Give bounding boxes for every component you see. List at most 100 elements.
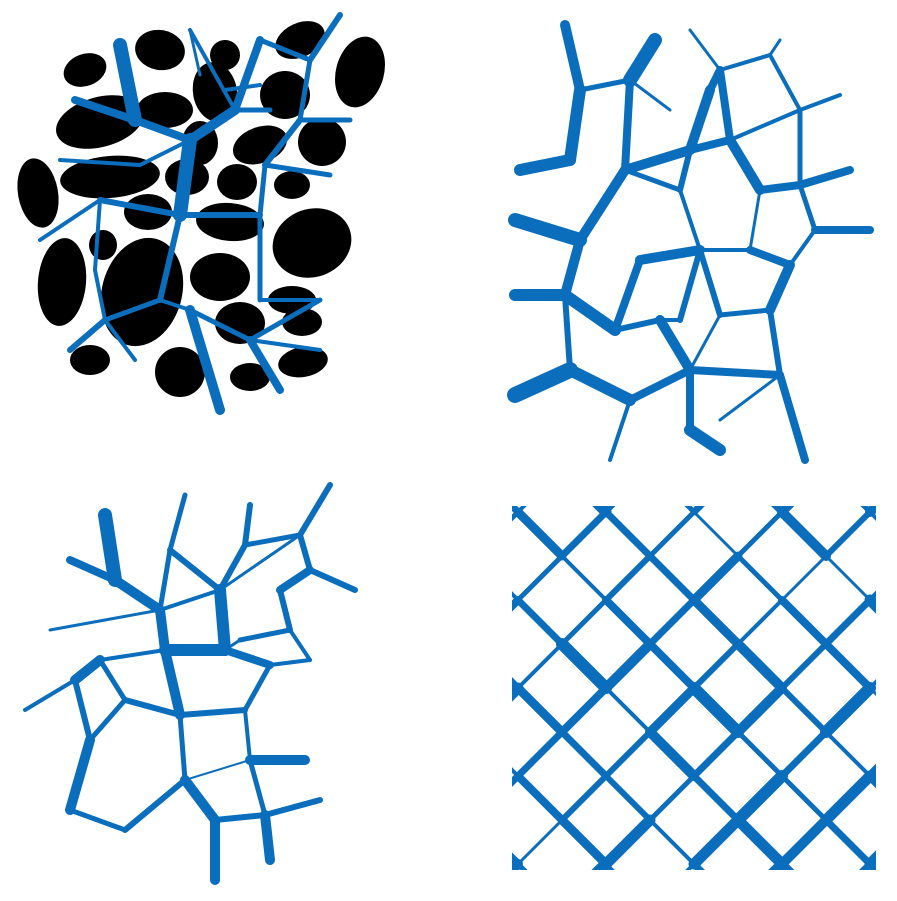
throat bbox=[686, 136, 734, 154]
throat bbox=[557, 815, 611, 869]
throat bbox=[23, 678, 77, 712]
throat bbox=[562, 424, 606, 468]
throat bbox=[514, 772, 566, 824]
throat bbox=[48, 608, 162, 632]
throat bbox=[868, 679, 876, 690]
throat bbox=[748, 188, 762, 252]
throat bbox=[777, 815, 831, 869]
throat bbox=[167, 492, 188, 553]
throat bbox=[167, 547, 223, 593]
throat bbox=[155, 605, 170, 655]
throat bbox=[768, 858, 788, 870]
throat bbox=[513, 507, 567, 561]
throat bbox=[777, 859, 795, 870]
throat bbox=[223, 83, 262, 92]
throat bbox=[692, 510, 740, 558]
throat bbox=[620, 145, 695, 175]
throat bbox=[512, 852, 522, 868]
throat bbox=[768, 38, 782, 57]
throat bbox=[688, 313, 722, 372]
grain bbox=[230, 363, 270, 391]
throat bbox=[647, 773, 697, 823]
throat bbox=[691, 641, 741, 691]
throat bbox=[592, 506, 612, 518]
grain bbox=[137, 92, 193, 128]
throat bbox=[231, 36, 264, 114]
throat bbox=[248, 338, 322, 352]
throat bbox=[690, 772, 742, 824]
throat bbox=[173, 133, 197, 222]
throat bbox=[736, 598, 784, 646]
throat bbox=[826, 424, 870, 468]
throat bbox=[507, 362, 578, 403]
throat bbox=[277, 587, 293, 633]
throat bbox=[685, 862, 696, 870]
throat bbox=[512, 772, 522, 787]
throat bbox=[212, 812, 268, 823]
grain bbox=[217, 164, 257, 200]
throat bbox=[185, 105, 240, 145]
throat bbox=[513, 683, 567, 737]
throat bbox=[686, 366, 784, 379]
throat bbox=[697, 247, 723, 318]
throat bbox=[558, 684, 610, 736]
pore-network-sparse bbox=[23, 482, 358, 885]
throat bbox=[260, 810, 275, 865]
throat bbox=[677, 247, 703, 323]
throat bbox=[689, 551, 743, 605]
throat bbox=[577, 77, 633, 93]
throat bbox=[718, 53, 772, 72]
throat bbox=[515, 553, 565, 603]
throat bbox=[776, 371, 809, 464]
throat bbox=[516, 642, 564, 690]
throat bbox=[684, 506, 697, 515]
throat bbox=[242, 532, 303, 548]
throat bbox=[297, 532, 313, 573]
throat bbox=[779, 685, 829, 735]
throat bbox=[138, 138, 192, 167]
throat bbox=[160, 645, 185, 720]
throat bbox=[706, 66, 724, 94]
throat bbox=[733, 639, 787, 693]
throat bbox=[516, 506, 527, 514]
throat bbox=[514, 596, 566, 648]
throat bbox=[717, 307, 773, 318]
throat bbox=[564, 84, 586, 166]
throat bbox=[122, 697, 183, 718]
throat bbox=[602, 596, 654, 648]
throat bbox=[603, 773, 653, 823]
grain bbox=[192, 62, 238, 122]
grain bbox=[210, 40, 240, 70]
throat bbox=[556, 638, 612, 694]
throat bbox=[865, 771, 876, 789]
throat bbox=[102, 297, 163, 323]
throat bbox=[603, 729, 653, 779]
throat bbox=[646, 596, 698, 648]
throat bbox=[622, 167, 683, 193]
throat bbox=[602, 508, 654, 560]
throat bbox=[67, 317, 108, 353]
throat bbox=[93, 198, 102, 272]
throat bbox=[728, 108, 802, 142]
throat bbox=[575, 165, 630, 245]
throat bbox=[822, 816, 874, 868]
throat bbox=[623, 33, 662, 87]
throat bbox=[647, 509, 697, 559]
throat bbox=[718, 373, 782, 422]
throat bbox=[242, 662, 273, 713]
throat bbox=[38, 198, 102, 242]
throat bbox=[690, 728, 742, 780]
throat bbox=[777, 506, 795, 517]
throat bbox=[214, 584, 231, 656]
throat bbox=[779, 641, 829, 691]
throat bbox=[217, 542, 248, 593]
throat bbox=[307, 12, 343, 63]
throat bbox=[71, 96, 139, 124]
throat bbox=[70, 655, 105, 685]
pore-network-irregular bbox=[507, 20, 874, 464]
throat bbox=[746, 246, 794, 269]
throat bbox=[822, 596, 874, 648]
throat bbox=[474, 424, 518, 468]
throat bbox=[262, 117, 303, 168]
